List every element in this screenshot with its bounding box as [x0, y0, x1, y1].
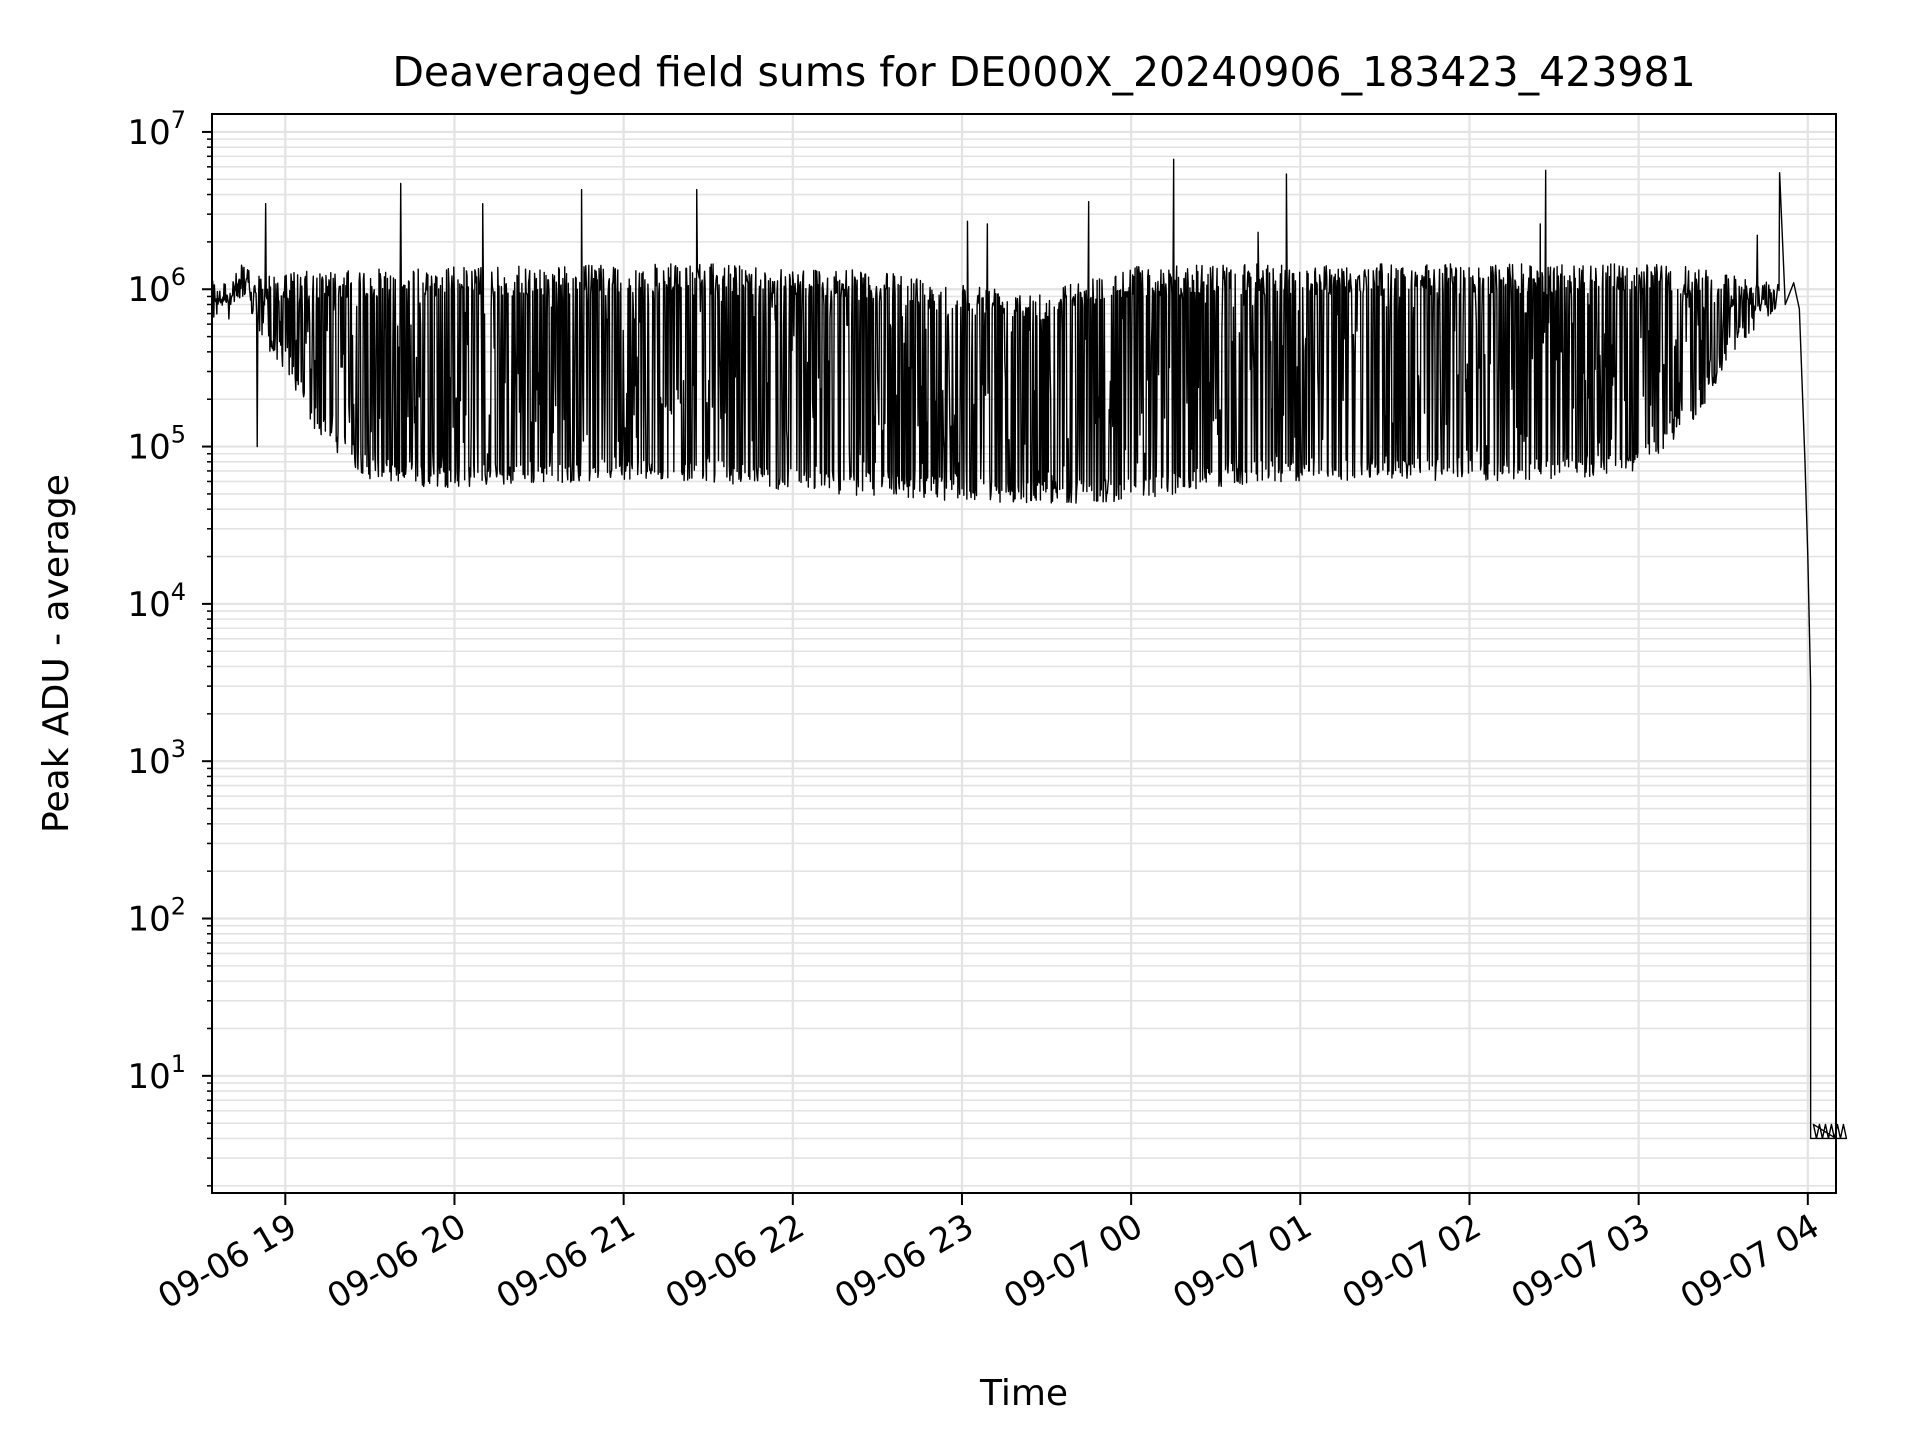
series-line — [211, 158, 1848, 1140]
y-tick-label: 101 — [127, 1050, 186, 1097]
y-tick-label: 104 — [127, 578, 186, 625]
grid — [212, 114, 1836, 1193]
plot-frame — [211, 113, 1837, 1194]
y-tick-label: 102 — [127, 893, 186, 940]
chart-title: Deaveraged field sums for DE000X_2024090… — [392, 48, 1695, 96]
y-axis-label: Peak ADU - average — [36, 474, 77, 833]
x-axis-label: Time — [979, 1373, 1068, 1414]
series-path — [211, 158, 1848, 1140]
y-tick-label: 106 — [127, 263, 186, 310]
y-tick-label: 103 — [127, 735, 186, 782]
y-tick-label: 105 — [127, 421, 186, 468]
y-tick-label: 107 — [127, 106, 186, 153]
